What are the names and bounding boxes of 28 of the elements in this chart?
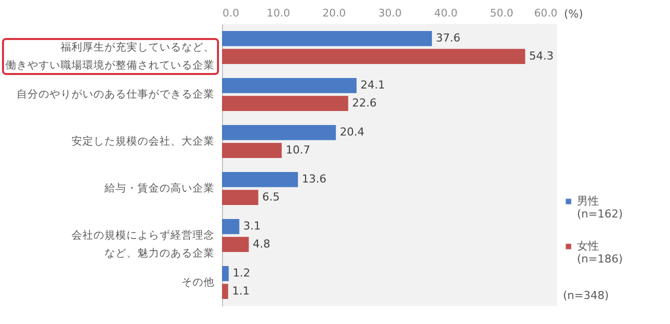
data-label: 3.1 [243, 220, 261, 233]
x-tick-label: 10.0 [266, 8, 290, 20]
legend-label: 女性 (n=186) [577, 240, 623, 266]
data-label: 37.6 [436, 32, 460, 45]
x-tick-label: 0.0 [222, 8, 240, 20]
data-label: 1.2 [232, 266, 250, 280]
data-label: 13.6 [302, 172, 326, 186]
y-tick-label: 安定した規模の会社、大企業 [72, 134, 214, 148]
data-label: 54.3 [529, 49, 554, 62]
x-tick-label: 50.0 [490, 8, 514, 20]
x-tick-label: 40.0 [434, 8, 458, 20]
y-tick-label: その他 [182, 276, 214, 288]
y-tick-label: 給与・賃金の高い企業 [104, 182, 214, 194]
data-label: 20.4 [340, 126, 364, 139]
data-label: 6.5 [262, 190, 280, 204]
x-axis-title: (%) [564, 8, 584, 20]
legend-label: 男性 (n=162) [577, 194, 623, 220]
x-tick-label: 60.0 [534, 8, 558, 20]
data-label: 1.1 [232, 284, 250, 298]
text: (n=348) [563, 289, 609, 302]
data-label: 10.7 [286, 143, 310, 156]
x-tick-label: 20.0 [322, 8, 346, 20]
y-tick-label: 会社の規模によらず経営理念など、魅力のある企業 [72, 228, 214, 260]
data-label: 4.8 [252, 237, 270, 250]
x-tick-label: 30.0 [378, 8, 402, 20]
data-label: 22.6 [352, 96, 377, 110]
y-tick-label: 自分のやりがいのある仕事ができる企業 [16, 88, 214, 100]
data-label: 24.1 [360, 78, 386, 92]
